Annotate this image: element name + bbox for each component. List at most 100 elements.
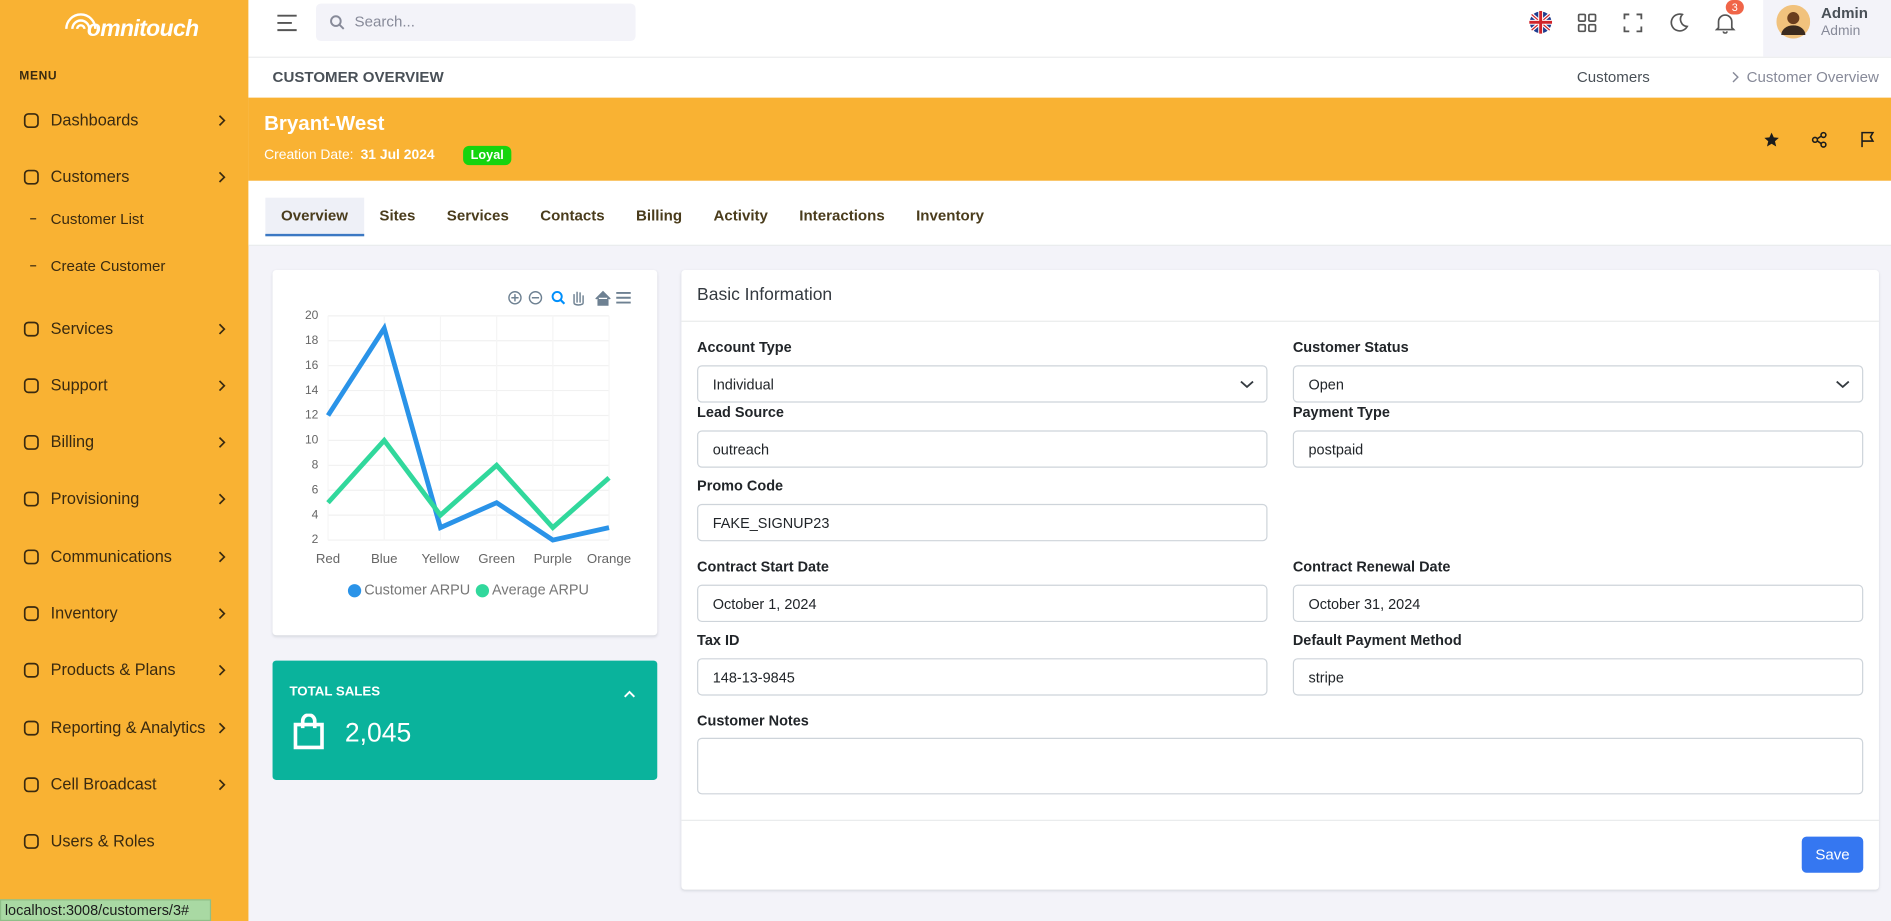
menu-item[interactable]: Customers [0,160,248,194]
submenu-item[interactable]: Create Customer [0,250,248,284]
tab[interactable]: Overview [265,197,364,237]
dark-mode-icon[interactable] [1669,12,1690,32]
chevron-path [218,551,226,563]
text-input[interactable]: October 31, 2024 [1292,584,1864,623]
text-input[interactable]: outreach [697,430,1268,468]
select-chevron [1240,380,1254,389]
chevron-path [218,380,226,392]
y-tick-label: 8 [312,458,319,472]
icon-shape [23,321,39,337]
menu-item[interactable]: Cell Broadcast [0,768,248,802]
chevron [218,551,226,563]
select-input[interactable]: Individual [697,365,1268,403]
notification-badge [1725,0,1744,15]
legend-label: Average ARPU [492,583,589,599]
icon-shape [23,833,39,849]
customer-banner [248,97,1891,181]
tab[interactable]: Inventory [916,207,984,225]
select-chevron [1836,380,1850,389]
page-title-bar [248,57,1891,98]
chevron-path [1836,380,1850,389]
menu-label: Products & Plans [50,660,176,679]
chart-toolbar[interactable] [508,290,631,306]
breadcrumb-link[interactable]: Customers [1576,68,1650,86]
chart-card: 2 4 6 8 10 12 14 16 18 20 Red Blue Yellow Green Purple… [272,270,658,636]
tabs-bar [248,180,1891,246]
hamburger[interactable] [275,12,299,34]
series-line [326,322,610,543]
total-sales-value: 2,045 [344,717,412,748]
text-input[interactable]: 148-13-9845 [697,658,1268,696]
user-name: Admin [1821,4,1868,22]
submenu-dash [30,218,37,220]
menu-icon [23,833,39,849]
icon-shape [23,491,39,507]
text-input[interactable]: stripe [1292,658,1864,696]
tab[interactable]: Activity [713,207,768,225]
card-title: Basic Information [697,285,833,305]
search-box[interactable] [315,3,636,41]
breadcrumb-separator [1732,71,1739,83]
language-flag[interactable] [1529,10,1553,34]
submenu-label: Customer List [50,210,144,228]
select-input[interactable]: Open [1292,365,1864,403]
search-placeholder: Search... [354,13,415,31]
menu-icon [23,549,39,565]
menu-icon [23,113,39,129]
notification-icon[interactable] [1714,12,1736,34]
menu-item[interactable]: Provisioning [0,482,248,516]
menu-label: Billing [50,432,95,451]
banner-actions[interactable] [1763,131,1876,148]
menu-item[interactable]: Inventory [0,597,248,631]
collapse-icon[interactable] [622,690,636,700]
chevron-path [218,779,226,791]
text-input[interactable]: FAKE_SIGNUP23 [697,503,1268,542]
text-input[interactable]: October 1, 2024 [697,584,1268,623]
icon-shape [23,777,39,793]
tab[interactable]: Contacts [540,207,605,225]
menu-item[interactable]: Users & Roles [0,825,248,859]
chevron [218,171,226,183]
menu-label: Inventory [50,603,118,623]
menu-item[interactable]: Products & Plans [0,653,248,687]
menu-label: Provisioning [50,489,140,508]
legend-marker [347,584,362,598]
menu-icon [23,434,39,450]
menu-item[interactable]: Services [0,312,248,346]
field-label: Lead Source [697,403,784,421]
field-label: Payment Type [1292,403,1390,421]
notes-textarea[interactable] [697,737,1864,795]
tab[interactable]: Billing [636,207,683,225]
menu-label: Services [50,319,114,338]
tab[interactable]: Services [446,207,509,225]
chevron-path [1240,380,1254,389]
apps-icon[interactable] [1577,13,1597,33]
avatar [1776,4,1811,39]
text-input[interactable]: postpaid [1292,430,1864,468]
menu-item[interactable]: Communications [0,540,248,574]
chevron [218,380,226,392]
menu-item[interactable]: Dashboards [0,104,248,138]
menu-item[interactable]: Support [0,369,248,403]
y-tick-label: 2 [312,532,319,546]
tab[interactable]: Sites [379,207,416,225]
series-line [326,436,611,531]
submenu-label: Create Customer [50,257,166,275]
menu-icon [23,491,39,507]
chevron-path [218,115,226,126]
total-sales-label: TOTAL SALES [289,684,381,700]
menu-label: Users & Roles [50,831,155,850]
menu-item[interactable]: Billing [0,426,248,460]
fullscreen-icon[interactable] [1623,13,1643,33]
submenu-item[interactable]: Customer List [0,203,248,237]
menu-item[interactable]: Reporting & Analytics [0,711,248,745]
menu-icon [23,321,39,337]
total-sales-card [272,660,658,780]
tab[interactable]: Interactions [799,207,885,225]
status-url: localhost:3008/customers/3# [4,901,190,919]
save-button[interactable] [1801,836,1864,873]
field-label: Customer Notes [697,712,809,730]
menu-label: Customers [50,167,130,186]
field-value: October 1, 2024 [712,595,817,613]
status-bar [0,899,212,921]
